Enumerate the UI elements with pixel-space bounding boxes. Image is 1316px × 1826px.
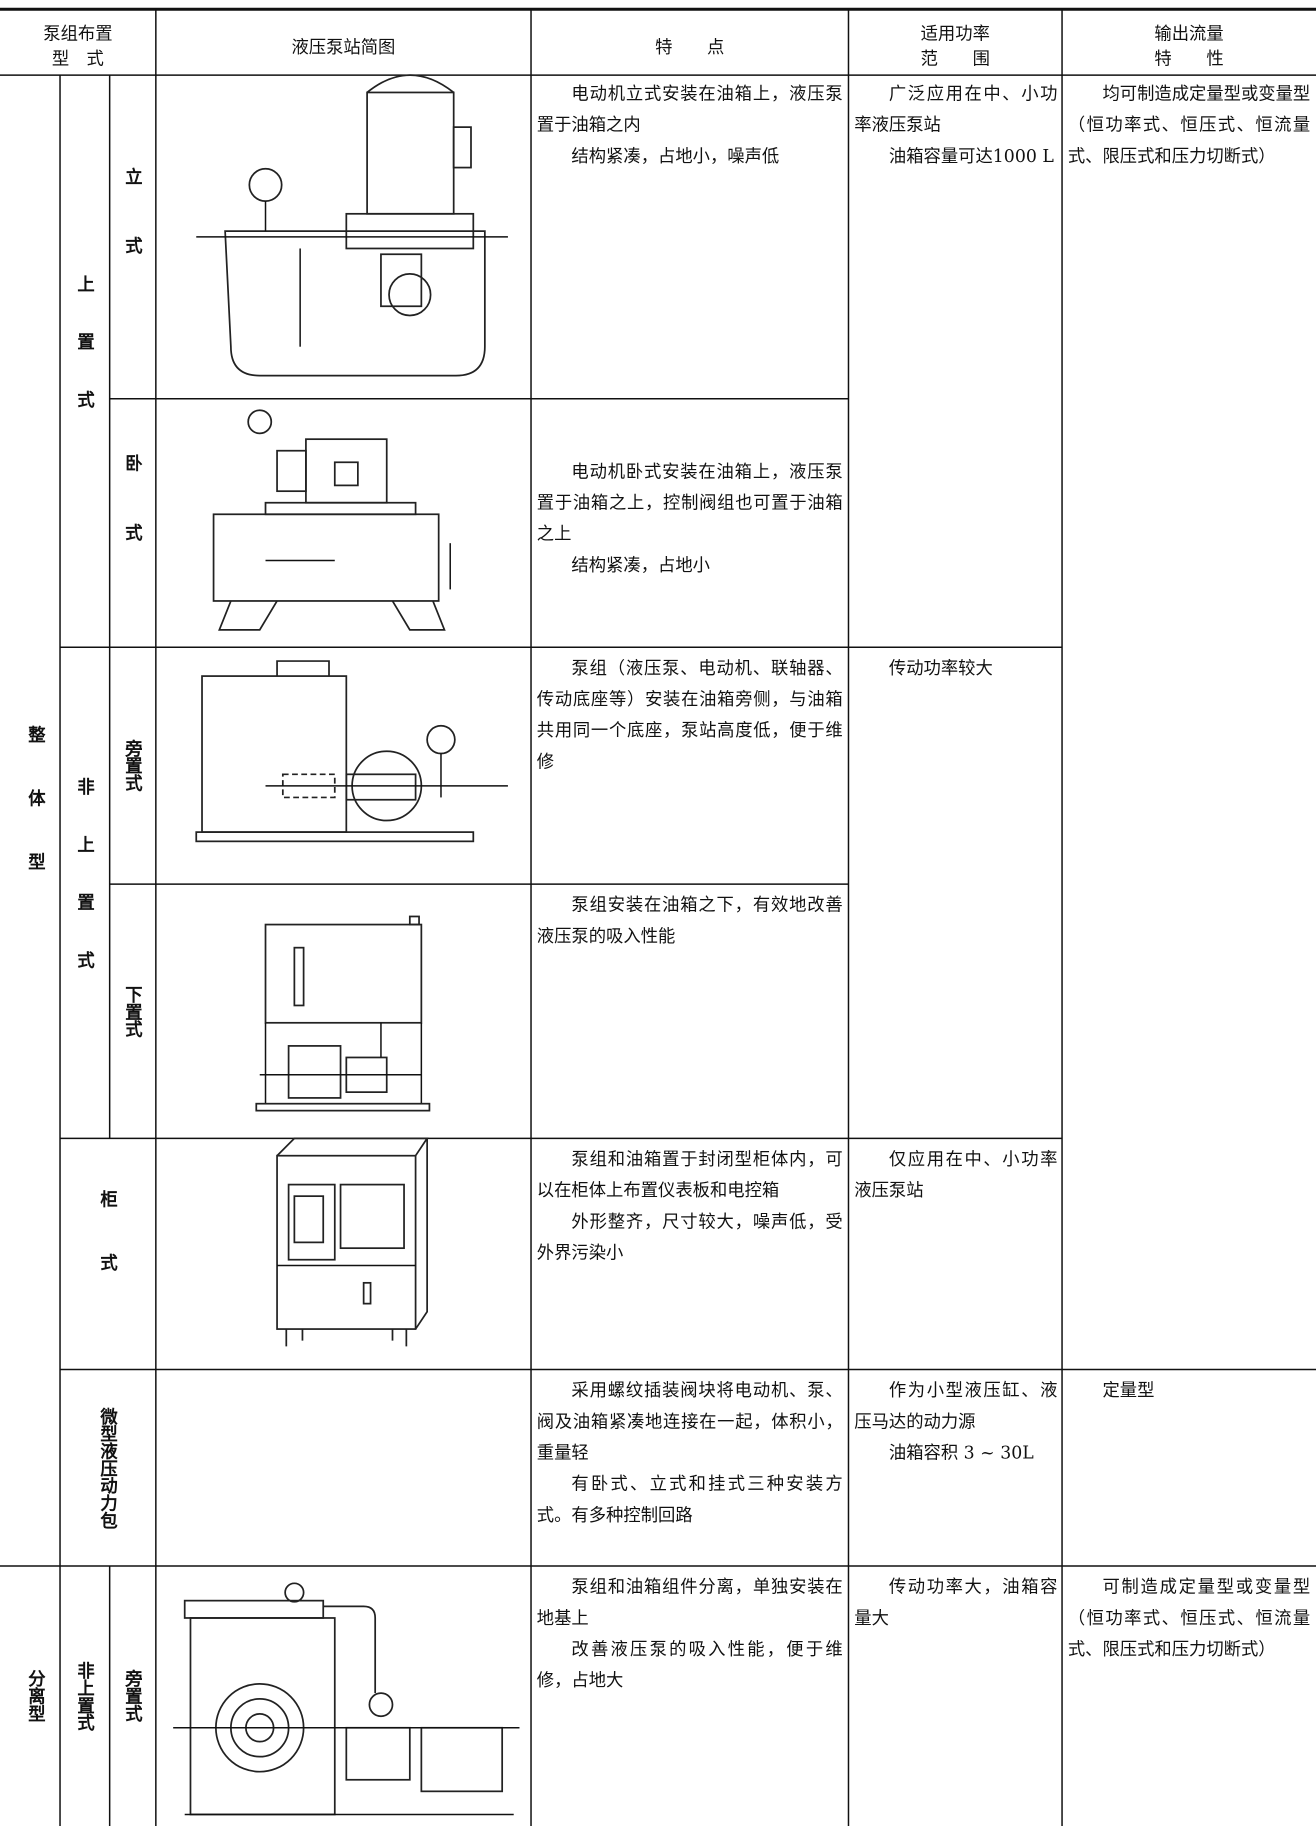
flow-cell: 均可制造成定量型或变量型（恒功率式、恒压式、恒流量式、限压式和压力切断式） xyxy=(1068,79,1310,173)
paragraph: 电动机立式安装在油箱上，液压泵置于油箱之内 xyxy=(536,83,843,136)
feature-cell: 电动机卧式安装在油箱上，液压泵置于油箱之上，控制阀组也可置于油箱之上结构紧凑，占… xyxy=(537,457,843,582)
paragraph: 作为小型液压缸、液压马达的动力源 xyxy=(854,1379,1058,1432)
header-text: 特 性 xyxy=(1154,48,1224,70)
paragraph: 改善液压泵的吸入性能，便于维修，占地大 xyxy=(536,1638,843,1691)
header-cell: 输出流量特 性 xyxy=(1062,9,1316,71)
power-cell: 传动功率较大 xyxy=(854,653,1057,684)
header-cell: 特 点 xyxy=(655,36,725,58)
paragraph: 仅应用在中、小功率液压泵站 xyxy=(854,1148,1058,1201)
group-label: 非上置式 xyxy=(75,777,96,1009)
type-label: 卧式 xyxy=(122,453,144,593)
paragraph: 结构紧凑，占地小，噪声低 xyxy=(571,145,780,167)
paragraph: 有卧式、立式和挂式三种安装方式。有多种控制回路 xyxy=(536,1473,843,1526)
paragraph: 可制造成定量型或变量型（恒功率式、恒压式、恒流量式、限压式和压力切断式） xyxy=(1067,1576,1311,1660)
paragraph: 定量型 xyxy=(1102,1379,1155,1401)
paragraph: 油箱容积 3 ~ 30L xyxy=(888,1442,1034,1464)
diagram-below xyxy=(255,915,431,1112)
feature-cell: 泵组（液压泵、电动机、联轴器、传动底座等）安装在油箱旁侧，与油箱共用同一个底座，… xyxy=(537,653,843,778)
diagram-separate xyxy=(173,1582,520,1816)
header-text: 范 围 xyxy=(920,48,990,70)
header-text: 泵组布置 xyxy=(43,23,113,44)
header-text: 型 式 xyxy=(51,48,104,70)
group-label: 上置式 xyxy=(75,274,96,448)
flow-cell: 可制造成定量型或变量型（恒功率式、恒压式、恒流量式、限压式和压力切断式） xyxy=(1068,1572,1310,1666)
type-label: 旁置式 xyxy=(122,1669,144,1722)
paragraph: 电动机卧式安装在油箱上，液压泵置于油箱之上，控制阀组也可置于油箱之上 xyxy=(536,461,843,545)
paragraph: 广泛应用在中、小功率液压泵站 xyxy=(854,83,1058,136)
feature-cell: 电动机立式安装在油箱上，液压泵置于油箱之内结构紧凑，占地小，噪声低 xyxy=(537,79,843,173)
paragraph: 油箱容量可达1000 L xyxy=(888,145,1054,167)
diagram-vertical xyxy=(196,74,508,377)
diagram-cabinet xyxy=(276,1137,429,1347)
group-label: 非上置式 xyxy=(75,1661,96,1731)
paragraph: 采用螺纹插装阀块将电动机、泵、阀及油箱紧凑地连接在一起，体积小，重量轻 xyxy=(536,1379,843,1464)
feature-cell: 泵组和油箱置于封闭型柜体内，可以在柜体上布置仪表板和电控箱 外形整齐，尺寸较大，噪… xyxy=(537,1144,843,1269)
group-label: 分离型 xyxy=(25,1669,47,1722)
feature-cell: 泵组和油箱组件分离，单独安装在地基上 改善液压泵的吸入性能，便于维修，占地大 xyxy=(537,1572,843,1697)
power-cell: 广泛应用在中、小功率液压泵站油箱容量可达1000 L xyxy=(854,79,1057,173)
paragraph: 传动功率较大 xyxy=(888,657,993,679)
paragraph: 泵组和油箱置于封闭型柜体内，可以在柜体上布置仪表板和电控箱 xyxy=(536,1148,843,1201)
paragraph: 结构紧凑，占地小 xyxy=(571,554,710,576)
header-text: 输出流量 xyxy=(1154,23,1224,44)
feature-cell: 泵组安装在油箱之下，有效地改善液压泵的吸入性能 xyxy=(537,890,843,952)
header-text: 适用功率 xyxy=(920,23,990,44)
power-cell: 仅应用在中、小功率液压泵站 xyxy=(854,1144,1057,1206)
paragraph: 泵组（液压泵、电动机、联轴器、传动底座等）安装在油箱旁侧，与油箱共用同一个底座，… xyxy=(536,657,843,773)
header-cell: 适用功率范 围 xyxy=(848,9,1062,71)
diagram-side xyxy=(195,660,508,843)
type-label: 下置式 xyxy=(122,985,144,1038)
paragraph: 外形整齐，尺寸较大，噪声低，受外界污染小 xyxy=(536,1211,843,1264)
type-label: 立式 xyxy=(122,167,144,307)
type-label: 柜式 xyxy=(98,1190,119,1318)
flow-cell: 定量型 xyxy=(1068,1375,1310,1406)
type-label: 旁置式 xyxy=(122,739,144,792)
paragraph: 均可制造成定量型或变量型（恒功率式、恒压式、恒流量式、限压式和压力切断式） xyxy=(1067,83,1311,167)
paragraph: 传动功率大，油箱容量大 xyxy=(854,1576,1058,1629)
group-label: 整体型 xyxy=(25,725,47,916)
paragraph: 泵组和油箱组件分离，单独安装在地基上 xyxy=(536,1576,843,1629)
diagram-horizontal xyxy=(212,409,451,631)
type-label: 微型液压动力包 xyxy=(98,1407,119,1529)
paragraph: 泵组安装在油箱之下，有效地改善液压泵的吸入性能 xyxy=(536,894,843,947)
power-cell: 传动功率大，油箱容量大 xyxy=(854,1572,1057,1634)
feature-cell: 采用螺纹插装阀块将电动机、泵、阀及油箱紧凑地连接在一起，体积小，重量轻有卧式、立… xyxy=(537,1375,843,1531)
power-cell: 作为小型液压缸、液压马达的动力源油箱容积 3 ~ 30L xyxy=(854,1375,1057,1469)
header-cell: 泵组布置型 式 xyxy=(0,9,156,71)
header-cell: 液压泵站简图 xyxy=(291,36,396,58)
